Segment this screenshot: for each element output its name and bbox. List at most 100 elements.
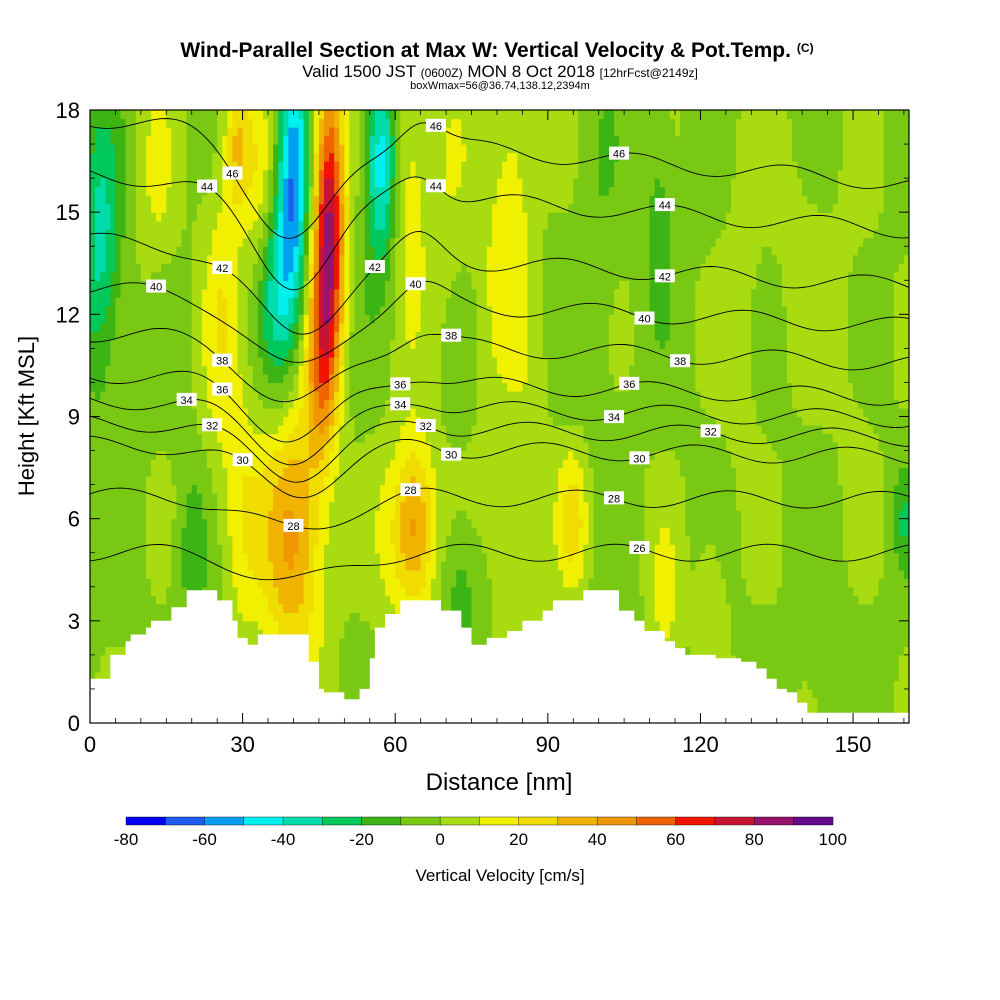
velocity-cell xyxy=(344,544,351,554)
velocity-cell xyxy=(369,561,376,571)
velocity-cell xyxy=(395,476,401,486)
velocity-cell xyxy=(196,169,203,179)
velocity-cell xyxy=(161,246,167,256)
velocity-cell xyxy=(222,254,228,264)
velocity-cell xyxy=(201,450,208,460)
velocity-cell xyxy=(359,220,366,230)
velocity-cell xyxy=(135,552,142,562)
velocity-cell xyxy=(420,365,427,375)
velocity-cell xyxy=(161,501,167,511)
velocity-cell xyxy=(283,390,289,401)
velocity-cell xyxy=(425,586,432,596)
velocity-cell xyxy=(232,365,239,375)
velocity-cell xyxy=(237,271,244,281)
velocity-cell xyxy=(181,544,188,554)
velocity-cell xyxy=(395,527,401,537)
velocity-cell xyxy=(430,305,437,315)
velocity-cell xyxy=(339,212,345,222)
velocity-cell xyxy=(283,254,289,264)
velocity-cell xyxy=(334,280,340,290)
velocity-cell xyxy=(374,110,381,120)
velocity-cell xyxy=(430,373,437,384)
velocity-cell xyxy=(252,629,259,639)
velocity-cell xyxy=(242,263,249,273)
velocity-cell xyxy=(196,373,203,384)
velocity-cell xyxy=(303,382,310,392)
velocity-cell xyxy=(207,161,213,171)
velocity-cell xyxy=(191,127,198,137)
velocity-cell xyxy=(435,552,442,562)
velocity-cell xyxy=(115,203,122,213)
velocity-cell xyxy=(329,467,335,477)
velocity-cell xyxy=(222,569,228,579)
velocity-cell xyxy=(120,263,127,273)
velocity-cell xyxy=(425,237,432,247)
velocity-cell xyxy=(161,450,167,460)
velocity-cell xyxy=(354,390,361,401)
velocity-cell xyxy=(257,229,264,239)
velocity-cell xyxy=(364,339,371,349)
velocity-cell xyxy=(420,407,427,418)
velocity-cell xyxy=(324,663,330,673)
velocity-cell xyxy=(308,356,315,367)
velocity-cell xyxy=(318,586,325,596)
velocity-cell xyxy=(212,373,218,384)
velocity-cell xyxy=(405,578,412,588)
velocity-cell xyxy=(354,535,361,545)
velocity-cell xyxy=(349,654,356,664)
velocity-cell xyxy=(293,263,300,273)
velocity-cell xyxy=(334,407,340,418)
velocity-cell xyxy=(262,459,269,469)
velocity-cell xyxy=(120,518,127,528)
velocity-cell xyxy=(227,254,234,264)
velocity-cell xyxy=(105,263,111,273)
velocity-cell xyxy=(339,552,345,562)
velocity-cell xyxy=(135,510,142,520)
velocity-cell xyxy=(145,501,152,511)
velocity-cell xyxy=(359,535,366,545)
velocity-cell xyxy=(324,152,330,162)
velocity-cell xyxy=(354,348,361,358)
velocity-cell xyxy=(359,569,366,579)
velocity-cell xyxy=(349,569,356,579)
velocity-cell xyxy=(303,348,310,358)
velocity-cell xyxy=(90,331,96,341)
velocity-cell xyxy=(110,578,117,588)
velocity-cell xyxy=(308,348,315,358)
velocity-cell xyxy=(415,169,422,179)
velocity-cell xyxy=(115,382,122,392)
velocity-cell xyxy=(430,271,437,281)
velocity-cell xyxy=(151,169,157,179)
velocity-cell xyxy=(379,322,386,332)
velocity-cell xyxy=(298,399,305,409)
velocity-cell xyxy=(262,476,269,486)
velocity-cell xyxy=(441,561,447,571)
velocity-cell xyxy=(252,373,259,384)
velocity-cell xyxy=(135,629,142,639)
velocity-cell xyxy=(410,297,417,307)
velocity-cell xyxy=(308,654,315,664)
velocity-cell xyxy=(110,586,117,596)
velocity-cell xyxy=(329,578,335,588)
velocity-cell xyxy=(390,433,396,443)
velocity-cell xyxy=(298,510,305,520)
velocity-cell xyxy=(161,476,167,486)
velocity-cell xyxy=(207,442,213,452)
velocity-cell xyxy=(405,595,412,605)
velocity-cell xyxy=(410,586,417,596)
velocity-cell xyxy=(339,680,345,690)
velocity-cell xyxy=(308,578,315,588)
velocity-cell xyxy=(156,314,162,324)
velocity-cell xyxy=(176,331,183,341)
velocity-cell xyxy=(324,373,330,384)
velocity-cell xyxy=(115,288,122,298)
velocity-cell xyxy=(191,220,198,230)
velocity-cell xyxy=(318,493,325,503)
velocity-cell xyxy=(329,203,335,213)
velocity-cell xyxy=(156,169,162,179)
velocity-cell xyxy=(257,220,264,230)
velocity-cell xyxy=(385,433,391,443)
velocity-cell xyxy=(191,152,198,162)
velocity-cell xyxy=(125,152,132,162)
velocity-cell xyxy=(385,467,391,477)
